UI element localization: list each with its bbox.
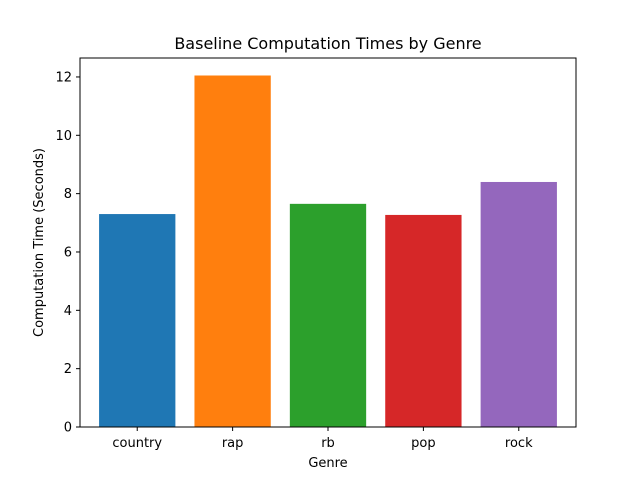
x-tick-label: rb [321,436,335,451]
y-axis-label: Computation Time (Seconds) [32,148,47,337]
bar-rb [289,203,367,427]
x-tick-label: rap [222,436,244,451]
bar-rock [480,181,557,427]
bar-pop [385,214,462,427]
x-tick-label: country [112,436,162,451]
bars-layer [99,75,557,427]
y-tick-label: 8 [64,187,72,202]
y-tick-label: 4 [64,304,72,319]
y-tick-label: 10 [55,129,72,144]
chart-title: Baseline Computation Times by Genre [174,34,481,53]
plot-frame [79,57,577,428]
x-axis-label: Genre [308,456,347,471]
ticks-layer: country rap rb pop rock 0 2 4 6 8 10 12 [55,70,533,451]
x-tick-label: pop [411,436,435,451]
y-tick-label: 2 [64,362,72,377]
bar-country [99,214,176,427]
bar-rap [194,75,271,427]
x-tick-label: rock [505,436,533,451]
y-tick-label: 6 [64,245,72,260]
y-tick-label: 12 [55,70,72,85]
y-tick-label: 0 [64,421,72,436]
